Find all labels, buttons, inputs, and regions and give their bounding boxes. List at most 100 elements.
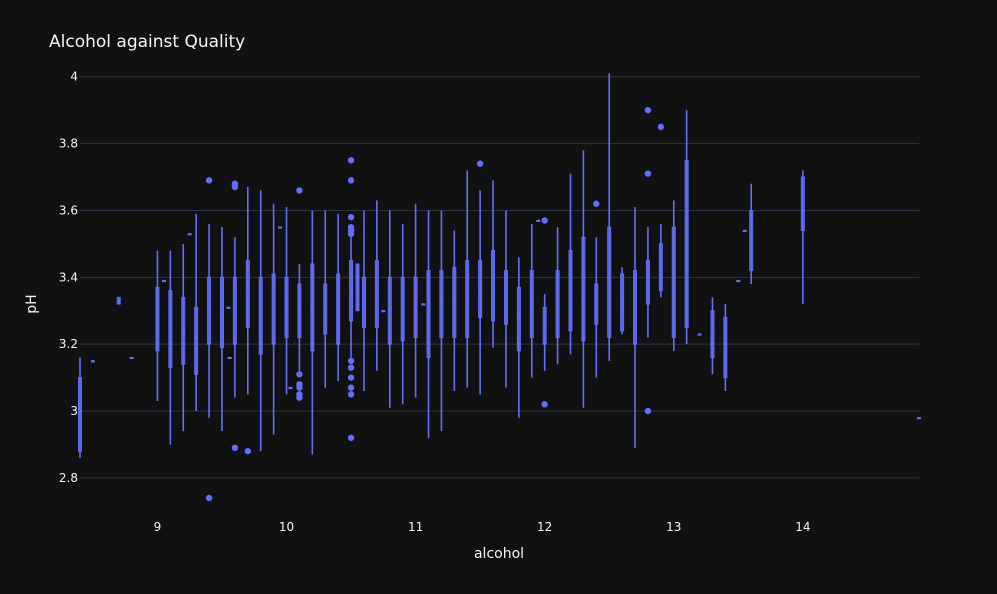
box-iqr [194, 306, 199, 375]
box-iqr [168, 290, 173, 369]
box-x-13.55 [742, 229, 747, 233]
box-iqr [310, 263, 315, 352]
outlier-point [347, 364, 355, 371]
box-x-10.3 [323, 210, 328, 388]
box-x-8.8 [129, 356, 134, 360]
box-x-11.9 [529, 223, 534, 378]
outlier-point [644, 170, 652, 177]
box-iqr [478, 260, 483, 318]
box-x-12 [541, 217, 548, 408]
y-tick-label: 3.2 [59, 337, 78, 351]
outlier-point [347, 357, 355, 365]
x-tick-label: 10 [279, 520, 294, 534]
box-x-12.7 [633, 207, 638, 448]
box-x-14.9 [917, 416, 921, 420]
box-x-11.7 [503, 210, 508, 388]
outlier-point [244, 447, 251, 455]
box-x-14 [800, 170, 805, 305]
box-x-9.55 [226, 306, 231, 309]
x-tick-label: 12 [537, 520, 552, 534]
box-x-12.5 [607, 73, 612, 361]
box-x-12.6 [620, 267, 625, 335]
box-x-12.1 [555, 227, 560, 365]
box-x-13.5 [736, 279, 741, 283]
box-x-10.8 [387, 210, 392, 408]
box-x-8.4 [78, 357, 82, 458]
box-iqr [684, 159, 689, 328]
box-x-10.4 [336, 213, 341, 381]
box-iqr [581, 236, 586, 342]
outlier-point [541, 401, 548, 408]
y-axis-title: pH [24, 294, 40, 313]
box-x-9.4 [205, 177, 213, 502]
outlier-point [541, 217, 548, 224]
box-iqr [284, 276, 289, 338]
box-iqr [620, 273, 625, 332]
box-x-9.1 [168, 250, 173, 445]
box-x-8.7 [116, 296, 121, 305]
box-iqr [349, 260, 354, 322]
box-iqr [542, 306, 547, 345]
x-tick-label: 13 [666, 520, 681, 534]
y-tick-label: 4 [70, 70, 78, 84]
x-tick-label: 11 [408, 520, 423, 534]
box-x-12.2 [568, 173, 573, 355]
x-tick-label: 9 [154, 520, 162, 534]
box-x-11.8 [516, 257, 521, 418]
box-iqr [516, 286, 521, 352]
outlier-point [644, 106, 652, 114]
box-iqr [219, 276, 224, 349]
box-x-11.3 [452, 230, 457, 391]
y-tick-label: 3.8 [59, 137, 78, 151]
box-x-10.5 [347, 157, 355, 441]
x-axis-ticks: 9 10 11 12 13 14 [154, 520, 811, 534]
box-iqr [426, 270, 431, 359]
outlier-point [347, 230, 355, 238]
box-iqr [155, 286, 160, 352]
box-iqr [258, 276, 263, 355]
box-iqr [413, 276, 418, 338]
box-x-10.1 [296, 187, 303, 401]
box-x-13.3 [710, 297, 715, 375]
box-x-12.8 [644, 106, 652, 415]
box-iqr [723, 316, 728, 379]
box-x-12.4 [593, 200, 600, 378]
outlier-point [347, 391, 355, 398]
box-x-9.25 [187, 233, 192, 236]
outlier-point [644, 407, 652, 415]
y-tick-label: 3.6 [59, 203, 78, 217]
box-iqr [78, 377, 82, 452]
box-x-13.4 [723, 304, 728, 391]
box-x-11.5 [476, 160, 484, 395]
box-x-11.1 [426, 210, 431, 438]
box-iqr [607, 226, 612, 338]
box-iqr [633, 270, 638, 345]
box-iqr [671, 226, 676, 338]
box-x-10.6 [361, 210, 366, 391]
box-iqr [491, 250, 496, 322]
outlier-point [347, 177, 355, 184]
box-x-10.55 [355, 263, 360, 312]
outlier-point [231, 444, 239, 452]
box-x-9.2 [181, 243, 186, 432]
box-x-11 [413, 203, 418, 398]
box-x-11.6 [491, 180, 496, 348]
x-axis-title: alcohol [474, 546, 524, 562]
y-axis-ticks: 2.8 3 3.2 3.4 3.6 3.8 4 [59, 70, 78, 485]
outlier-point [296, 187, 303, 194]
box-iqr [568, 250, 573, 332]
box-iqr [645, 260, 650, 305]
box-iqr [465, 260, 470, 338]
box-x-13 [671, 200, 676, 351]
box-x-9.05 [161, 279, 166, 283]
outlier-point [296, 384, 303, 391]
box-iqr [439, 270, 444, 338]
box-x-9 [155, 250, 160, 402]
y-tick-label: 3 [70, 404, 78, 418]
box-x-9.9 [271, 203, 276, 435]
box-iqr [323, 283, 328, 335]
box-x-10.03 [288, 386, 293, 390]
box-iqr [749, 209, 754, 272]
